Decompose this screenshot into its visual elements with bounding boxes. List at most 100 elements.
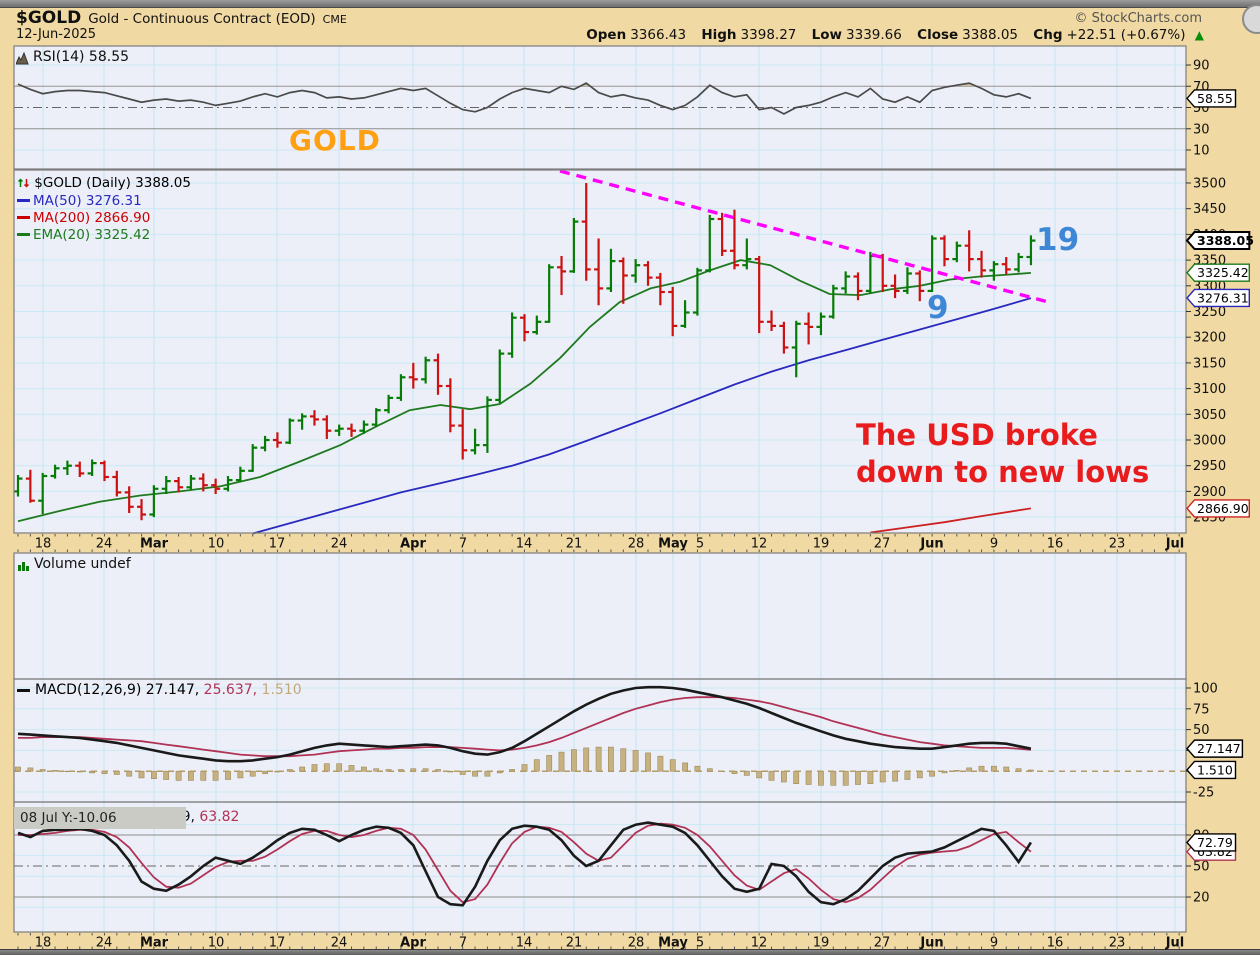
date-tick-label: 27 <box>874 537 891 552</box>
date-tick-label: 7 <box>459 936 467 951</box>
axis-tick-label: 2900 <box>1193 485 1226 500</box>
date-tick-label: 24 <box>331 537 348 552</box>
date-tick-label: 14 <box>516 936 533 951</box>
macd-histogram-bar <box>780 770 787 783</box>
macd-line-icon <box>17 689 30 692</box>
macd-histogram-bar <box>793 770 800 785</box>
date-tick-label: 19 <box>813 936 830 951</box>
axis-flag-label: 2866.90 <box>1197 501 1249 516</box>
up-triangle-icon: ▲ <box>1194 28 1204 42</box>
date-tick-label: 10 <box>208 936 225 951</box>
macd-histogram-bar <box>163 770 170 780</box>
stoch-k-line <box>17 821 1032 907</box>
axis-flag-label: 3388.05 <box>1197 233 1254 248</box>
date-tick-label: May <box>658 936 688 951</box>
date-tick-label: 18 <box>35 936 52 951</box>
macd-histogram-bar <box>583 747 590 772</box>
date-tick-label: May <box>658 537 688 552</box>
open-value: 3366.43 <box>630 27 687 43</box>
axis-tick-label: 50 <box>1193 723 1210 738</box>
macd-histogram-bar <box>607 746 614 772</box>
ma200-swatch <box>17 215 30 219</box>
low-label: Low <box>811 27 843 43</box>
axis-tick-label: 3100 <box>1193 382 1226 397</box>
date-tick-label: 28 <box>628 537 645 552</box>
axis-tick-label: 3200 <box>1193 331 1226 346</box>
legend-ma50: MA(50) 3276.31 <box>17 193 142 209</box>
axis-flag <box>1186 739 1244 758</box>
date-tick-label: 17 <box>269 537 286 552</box>
copyright: © StockCharts.com <box>1074 11 1202 26</box>
date-tick-label: 21 <box>566 936 583 951</box>
macd-histogram-bar <box>941 770 948 774</box>
axis-flag <box>1186 263 1251 282</box>
date-tick-label: Mar <box>140 537 169 552</box>
macd-histogram-bar <box>373 768 380 772</box>
date-tick-label: Jul <box>1165 537 1185 552</box>
axis-tick-label: -25 <box>1193 786 1214 801</box>
date-tick-label: 16 <box>1047 537 1064 552</box>
date-tick-label: 5 <box>696 537 704 552</box>
macd-histogram-bar <box>237 770 244 779</box>
date-tick-label: 18 <box>35 537 52 552</box>
axis-flag-label: 1.510 <box>1197 762 1233 777</box>
date-tick-label: Apr <box>400 936 426 951</box>
date-tick-label: 9 <box>990 936 998 951</box>
macd-histogram-bar <box>892 770 898 782</box>
date-tick-label: 23 <box>1109 936 1126 951</box>
macd-histogram-bar <box>657 755 664 772</box>
annotation-gold: GOLD <box>289 124 381 157</box>
date-tick-label: 7 <box>459 537 467 552</box>
stoch-panel-bg <box>14 802 1186 932</box>
macd-histogram-bar <box>459 770 466 775</box>
date-tick-label: Jun <box>919 936 943 951</box>
macd-histogram-bar <box>311 764 318 772</box>
macd-histogram-bar <box>435 769 441 772</box>
chart-header: $GOLD Gold - Continuous Contract (EOD) CME <box>16 8 347 28</box>
date-tick-label: 12 <box>751 936 768 951</box>
date-tick-label: 23 <box>1109 537 1126 552</box>
date-tick-label: 9 <box>990 537 998 552</box>
price-panel-bg <box>14 170 1186 533</box>
macd-histogram-bar <box>188 770 194 781</box>
axis-tick-label: 75 <box>1193 702 1210 717</box>
macd-histogram-bar <box>855 770 861 785</box>
ema20-swatch <box>17 232 30 236</box>
axis-flag-label: 72.79 <box>1197 835 1233 850</box>
annotation-9: 9 <box>927 290 949 326</box>
macd-line <box>17 685 1032 763</box>
macd-histogram-bar <box>904 770 911 780</box>
annotation-19: 19 <box>1036 222 1080 258</box>
macd-histogram-bar <box>743 770 750 776</box>
macd-panel-label: MACD(12,26,9) 27.147, 25.637, 1.510 <box>35 682 302 698</box>
macd-histogram-bar <box>817 770 824 786</box>
macd-histogram-bar <box>200 770 207 781</box>
rsi-panel-label: RSI(14) 58.55 <box>33 49 130 65</box>
date-tick-label: 16 <box>1047 936 1064 951</box>
macd-histogram-bar <box>570 749 577 772</box>
price-type-icon <box>17 175 30 191</box>
date-tick-label: 19 <box>813 537 830 552</box>
date-tick-label: 24 <box>96 936 113 951</box>
macd-histogram-bar <box>533 759 540 772</box>
annotation-usd-note: The USD broke down to new lows <box>856 418 1150 489</box>
exchange: CME <box>322 13 347 26</box>
axis-flag <box>1186 288 1251 308</box>
axis-flag-label: 27.147 <box>1197 741 1241 756</box>
macd-histogram-bar <box>620 748 627 772</box>
date-tick-label: 5 <box>696 936 704 951</box>
macd-histogram-bar <box>175 770 182 781</box>
crosshair-tooltip: 08 Jul Y:-10.06 <box>14 807 186 829</box>
macd-histogram-bar <box>632 750 639 772</box>
close-value: 3388.05 <box>962 27 1018 43</box>
date-tick-label: 24 <box>331 936 348 951</box>
macd-histogram-bar <box>867 770 874 785</box>
axis-flag <box>1186 833 1237 852</box>
axis-tick-label: 3500 <box>1193 177 1226 192</box>
macd-histogram-bar <box>842 770 849 786</box>
window-top-bar <box>0 0 1260 8</box>
axis-flag <box>1186 499 1251 518</box>
axis-flag-label: 3276.31 <box>1197 291 1249 306</box>
axis-tick-label: 100 <box>1193 682 1218 697</box>
change-label: Chg <box>1033 27 1063 43</box>
